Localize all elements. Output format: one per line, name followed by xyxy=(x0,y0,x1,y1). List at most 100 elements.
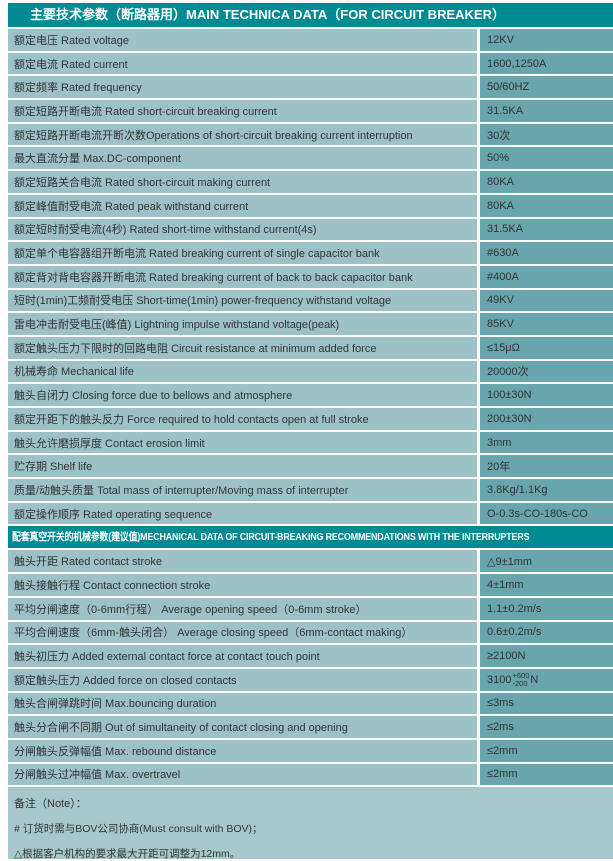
table-row: 雷电冲击耐受电压(峰值) Lightning impulse withstand… xyxy=(8,313,613,335)
parameter-label: 额定电压 Rated voltage xyxy=(8,29,477,51)
table-row: 触头接触行程 Contact connection stroke 4±1mm xyxy=(8,574,613,596)
parameter-label: 机械寿命 Mechanical life xyxy=(8,360,477,383)
table-row: 额定短路开断电流开断次数Operations of short-circuit … xyxy=(8,123,613,146)
parameter-label: 触头合闸弹跳时间 Max.bouncing duration xyxy=(8,692,477,715)
table-row: 触头合闸弹跳时间 Max.bouncing duration ≤3ms xyxy=(8,692,613,715)
table-row: 分闸触头反弹幅值 Max. rebound distance ≤2mm xyxy=(8,739,613,762)
table-row: 额定操作顺序 Rated operating sequence O-0.3s-CO… xyxy=(8,502,613,525)
section1-table: 额定电压 Rated voltage 12KV 额定电流 Rated current… xyxy=(8,29,613,525)
table-row: 额定背对背电容器开断电流 Rated breaking current of b… xyxy=(8,265,613,288)
parameter-label: 分闸触头过冲幅值 Max. overtravel xyxy=(8,763,477,786)
parameter-value: ≤2ms xyxy=(480,716,613,738)
parameter-label: 额定峰值耐受电流 Rated peak withstand current xyxy=(8,194,477,217)
parameter-value: 30次 xyxy=(480,123,613,146)
parameter-label: 触头允许磨损厚度 Contact erosion limit xyxy=(8,431,477,454)
table-row: 触头开距 Rated contact stroke △9±1mm xyxy=(8,550,613,573)
table-row: 额定短时耐受电流(4秒) Rated short-time withstand … xyxy=(8,218,613,241)
parameter-value: 4±1mm xyxy=(480,574,613,596)
parameter-value: #630A xyxy=(480,242,613,264)
table-row: 最大直流分量 Max.DC-component 50% xyxy=(8,147,613,170)
parameter-value: 20年 xyxy=(480,455,613,478)
parameter-label: 触头开距 Rated contact stroke xyxy=(8,550,477,573)
parameter-label: 额定频率 Rated frequency xyxy=(8,76,477,99)
parameter-label: 额定短时耐受电流(4秒) Rated short-time withstand … xyxy=(8,218,477,241)
table-row: 平均合闸速度（6mm-触头闭合） Average closing speed（6… xyxy=(8,621,613,644)
table-row: 额定触头压力下限时的回路电阻 Circuit resistance at min… xyxy=(8,336,613,359)
parameter-value: 200±30N xyxy=(480,408,613,430)
parameter-label: 额定短路关合电流 Rated short-circuit making curr… xyxy=(8,171,477,193)
parameter-value: 50/60HZ xyxy=(480,76,613,99)
table-row: 短时(1min)工频耐受电压 Short-time(1min) power-fr… xyxy=(8,289,613,312)
parameter-label: 额定操作顺序 Rated operating sequence xyxy=(8,502,477,525)
table-row: 额定短路关合电流 Rated short-circuit making curr… xyxy=(8,171,613,193)
notes-heading: 备注（Note）： xyxy=(14,798,87,811)
parameter-label: 额定开距下的触头反力 Force required to hold contac… xyxy=(8,408,477,430)
parameter-value: ≤2mm xyxy=(480,739,613,762)
parameter-value: 50% xyxy=(480,147,613,170)
notes-list: # 订货时需与BOV公司协商(Must consult with BOV)； △根… xyxy=(14,821,613,861)
parameter-value: △9±1mm xyxy=(480,550,613,573)
parameter-label: 额定触头压力 Added force on closed contacts xyxy=(8,668,477,691)
table-row: 触头分合闸不同期 Out of simultaneity of contact … xyxy=(8,716,613,738)
parameter-value: 85KV xyxy=(480,313,613,335)
parameter-value: 3mm xyxy=(480,431,613,454)
section2-title: 配套真空开关的机械参数(建议值)MECHANICAL DATA OF CIRCU… xyxy=(12,531,530,544)
table-row: 触头初压力 Added external contact force at co… xyxy=(8,645,613,667)
parameter-value: 1.1±0.2m/s xyxy=(480,597,613,620)
parameter-label: 额定短路开断电流 Rated short-circuit breaking cu… xyxy=(8,100,477,122)
parameter-value: ≤2mm xyxy=(480,763,613,786)
table-row: 分闸触头过冲幅值 Max. overtravel ≤2mm xyxy=(8,763,613,786)
section2-table: 触头开距 Rated contact stroke △9±1mm 触头接触行程 Co… xyxy=(8,550,613,786)
table-row: 额定频率 Rated frequency 50/60HZ xyxy=(8,76,613,99)
table-row: 额定电流 Rated current 1600,1250A xyxy=(8,52,613,75)
table-row: 质量/动触头质量 Total mass of interrupter/Movin… xyxy=(8,479,613,501)
table-row: 额定触头压力 Added force on closed contacts 310… xyxy=(8,668,613,691)
tolerance-stack: +600 -200 xyxy=(512,670,530,688)
parameter-label: 额定短路开断电流开断次数Operations of short-circuit … xyxy=(8,123,477,146)
table-row: 平均分闸速度（0-6mm行程） Average opening speed（0-… xyxy=(8,597,613,620)
parameter-value: 80KA xyxy=(480,194,613,217)
parameter-label: 平均合闸速度（6mm-触头闭合） Average closing speed（6… xyxy=(8,621,477,644)
parameter-value: 31.5KA xyxy=(480,218,613,241)
parameter-value: 100±30N xyxy=(480,384,613,406)
parameter-value: 49KV xyxy=(480,289,613,312)
table-row: 触头允许磨损厚度 Contact erosion limit 3mm xyxy=(8,431,613,454)
parameter-label: 贮存期 Shelf life xyxy=(8,455,477,478)
parameter-label: 额定触头压力下限时的回路电阻 Circuit resistance at min… xyxy=(8,336,477,359)
parameter-value: ≤3ms xyxy=(480,692,613,715)
note-item: # 订货时需与BOV公司协商(Must consult with BOV)； xyxy=(14,823,263,836)
table-row: 额定电压 Rated voltage 12KV xyxy=(8,29,613,51)
parameter-label: 额定电流 Rated current xyxy=(8,52,477,75)
section2-header: 配套真空开关的机械参数(建议值)MECHANICAL DATA OF CIRCU… xyxy=(8,526,613,549)
parameter-value: #400A xyxy=(480,265,613,288)
parameter-value: 1600,1250A xyxy=(480,52,613,75)
parameter-value: ≥2100N xyxy=(480,645,613,667)
parameter-value: 3.8Kg/1.1Kg xyxy=(480,479,613,501)
parameter-label: 额定单个电容器组开断电流 Rated breaking current of s… xyxy=(8,242,477,264)
parameter-value: O-0.3s-CO-180s-CO xyxy=(480,502,613,525)
parameter-value: ≤15μΩ xyxy=(480,336,613,359)
parameter-value: 20000次 xyxy=(480,360,613,383)
table-row: 额定单个电容器组开断电流 Rated breaking current of s… xyxy=(8,242,613,264)
table-row: 额定短路开断电流 Rated short-circuit breaking cu… xyxy=(8,100,613,122)
parameter-value: 0.6±0.2m/s xyxy=(480,621,613,644)
parameter-label: 触头初压力 Added external contact force at co… xyxy=(8,645,477,667)
parameter-label: 雷电冲击耐受电压(峰值) Lightning impulse withstand… xyxy=(8,313,477,335)
section1-header: 主要技术参数（断路器用）MAIN TECHNICA DATA（FOR CIRCU… xyxy=(8,3,613,27)
note-item: △根据客户机构的要求最大开距可调整为12mm。 xyxy=(14,848,241,861)
parameter-label: 分闸触头反弹幅值 Max. rebound distance xyxy=(8,739,477,762)
table-row: 贮存期 Shelf life 20年 xyxy=(8,455,613,478)
parameter-label: 触头自闭力 Closing force due to bellows and a… xyxy=(8,384,477,406)
table-row: 额定峰值耐受电流 Rated peak withstand current 80K… xyxy=(8,194,613,217)
section1-title: 主要技术参数（断路器用）MAIN TECHNICA DATA（FOR CIRCU… xyxy=(30,7,505,22)
parameter-value: 3100 +600 -200 N xyxy=(480,668,613,691)
parameter-label: 触头接触行程 Contact connection stroke xyxy=(8,574,477,596)
parameter-label: 质量/动触头质量 Total mass of interrupter/Movin… xyxy=(8,479,477,501)
parameter-value: 80KA xyxy=(480,171,613,193)
parameter-label: 触头分合闸不同期 Out of simultaneity of contact … xyxy=(8,716,477,738)
parameter-label: 平均分闸速度（0-6mm行程） Average opening speed（0-… xyxy=(8,597,477,620)
parameter-label: 最大直流分量 Max.DC-component xyxy=(8,147,477,170)
table-row: 触头自闭力 Closing force due to bellows and a… xyxy=(8,384,613,406)
table-row: 机械寿命 Mechanical life 20000次 xyxy=(8,360,613,383)
